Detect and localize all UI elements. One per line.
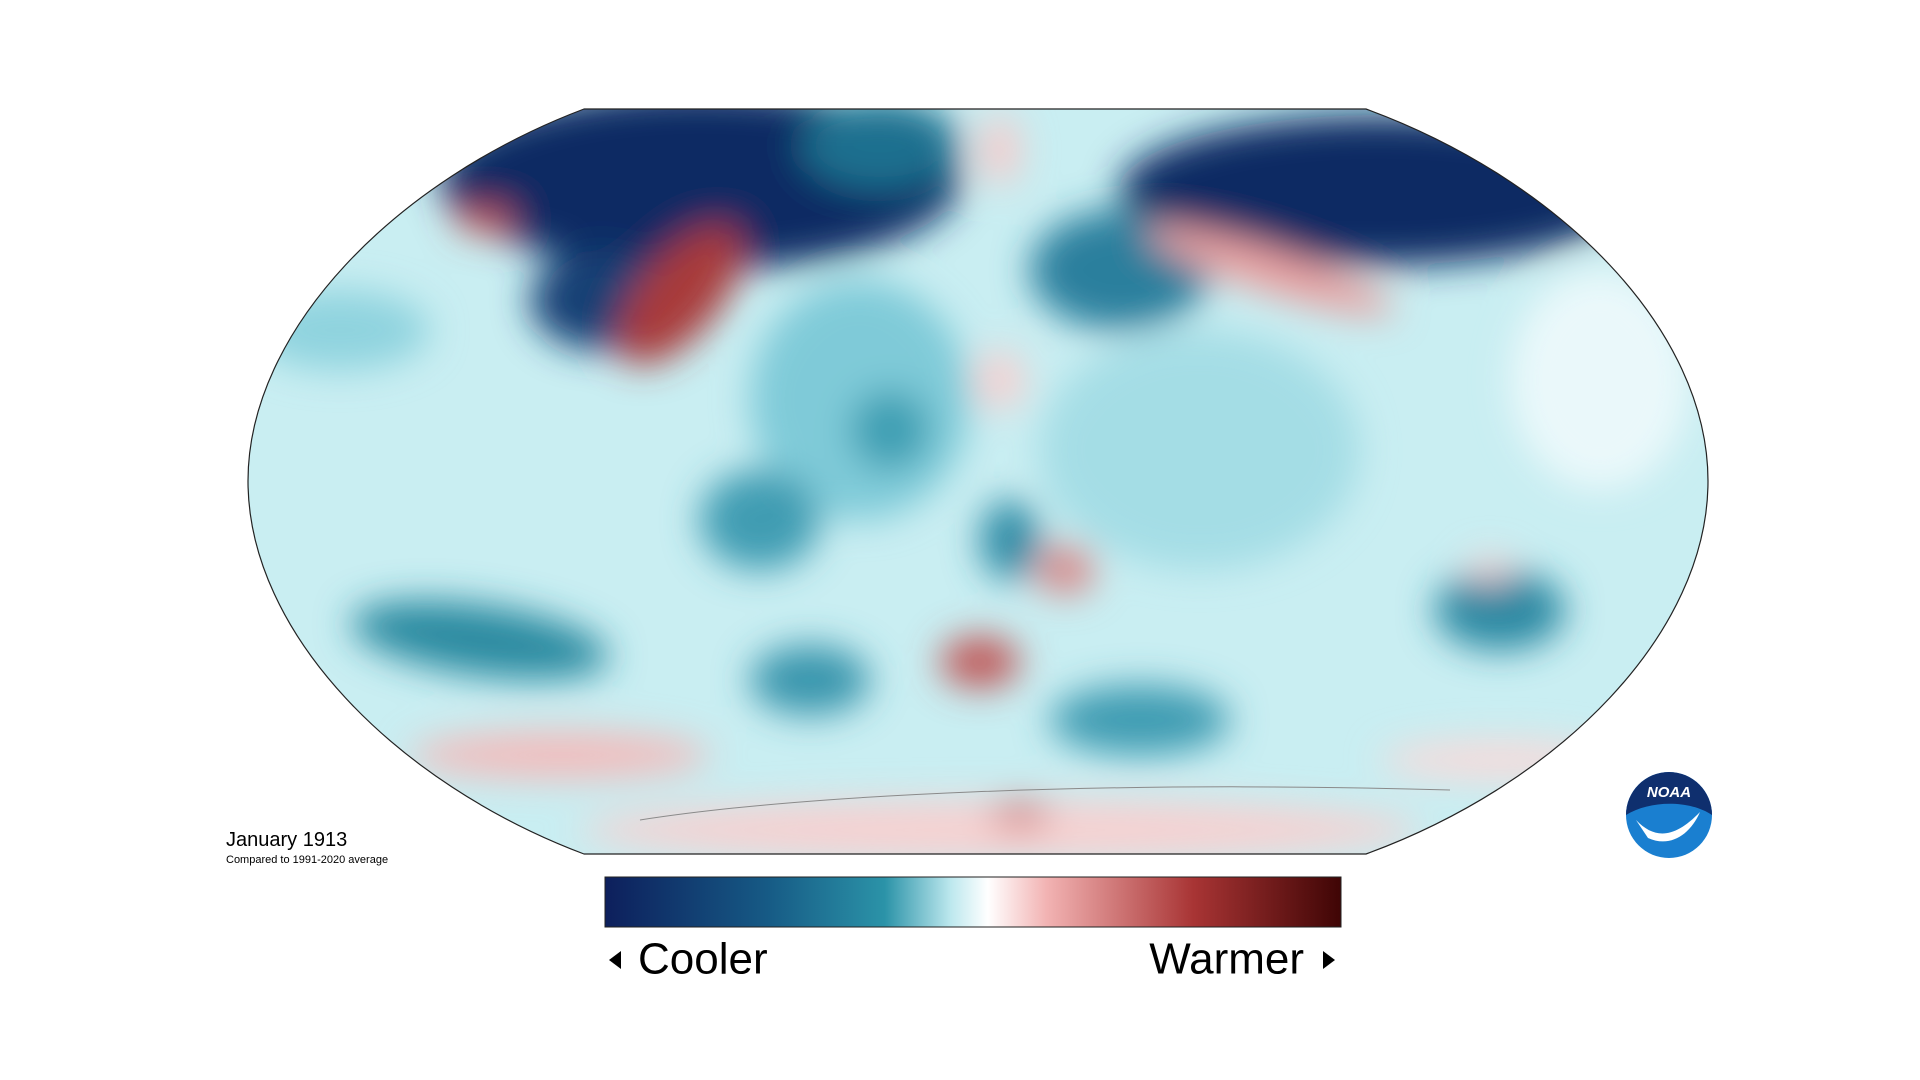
patch [850,390,930,470]
color-bar [604,876,1342,928]
patch [940,636,1020,688]
cooler-label: Cooler [638,935,768,984]
patch [250,290,430,370]
patch [1146,224,1394,316]
patch [580,800,1420,854]
patch [455,206,515,234]
patch [410,731,710,779]
patch [1510,270,1690,490]
coastline [639,786,1451,821]
patch [980,115,1020,185]
warmer-arrow [1323,951,1335,969]
patch [990,800,1050,830]
patch [351,600,609,680]
patch [1040,330,1360,570]
patch [1470,556,1510,584]
patch [980,500,1040,580]
patch [1380,740,1620,780]
anomaly-patches [250,109,1690,854]
map-subtitle: Compared to 1991-2020 average [226,854,388,866]
warmer-label: Warmer [1149,935,1304,984]
anomaly-field [248,109,1708,854]
map-title: January 1913 [226,829,347,851]
noaa-logo: NOAA [1626,772,1712,858]
patch [700,470,820,570]
patch [800,109,960,190]
logo-text: NOAA [1647,784,1691,801]
patch [1435,570,1565,650]
logo-bird [1636,812,1700,842]
patch [1050,685,1230,755]
patch [975,350,1025,410]
patch [617,224,743,366]
map-outline [247,108,1709,855]
patch [750,645,870,715]
logo-top [1626,772,1712,815]
patch [1035,545,1095,595]
cooler-arrow [609,951,621,969]
